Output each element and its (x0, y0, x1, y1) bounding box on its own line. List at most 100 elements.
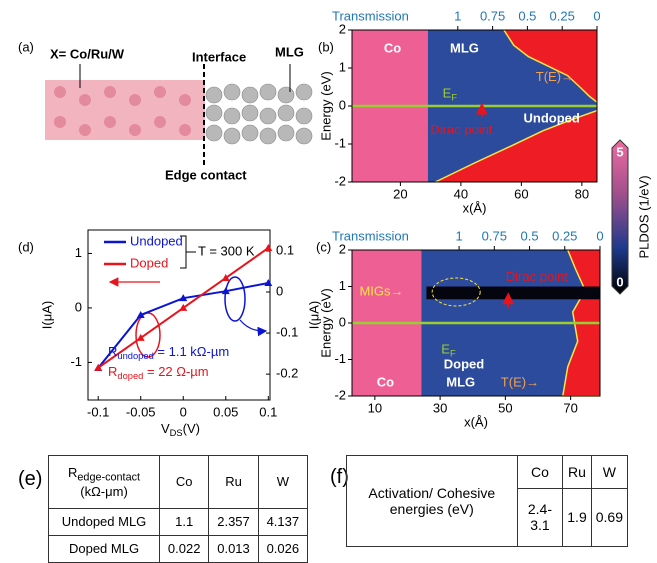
x-tick-label: -0.1 (87, 404, 109, 419)
y-tick-label: -1 (334, 351, 346, 366)
x-axis-label: x(Å) (464, 414, 488, 429)
annotation-part: doped (117, 371, 143, 381)
table-cell: 1.1 (160, 508, 209, 535)
arrow (240, 320, 266, 331)
atomic-structure (45, 64, 312, 165)
x-axis-label-part: (V) (183, 421, 200, 436)
y-tick-label: 0 (339, 97, 346, 112)
x2-tick-label: 0 (593, 8, 600, 23)
cell-part: (kΩ-μm) (80, 484, 128, 499)
annotation: Co (384, 40, 401, 55)
y-tick-label: -2 (334, 387, 346, 402)
y2-axis-label: I(μA) (306, 301, 321, 329)
annotation: Dirac point (506, 269, 569, 284)
y-axis-label: I(μA) (39, 301, 54, 329)
dirac-band (426, 287, 600, 300)
header-cell: W (258, 456, 307, 509)
top-axis-label: Transmission (332, 228, 409, 243)
header-cell: Co (160, 456, 209, 509)
x-tick-label: 10 (368, 400, 382, 415)
y-tick-label: 1 (339, 59, 346, 74)
y-tick-label: 0 (75, 299, 82, 314)
y2-tick-label: 0.1 (276, 242, 294, 257)
header-cell: W (591, 456, 627, 489)
row-header: Activation/ Cohesive energies (eV) (347, 456, 518, 547)
annotation: T = 300 K (198, 243, 255, 258)
annotation-part: R (108, 364, 117, 379)
y2-tick-label: -0.2 (276, 366, 298, 381)
x2-tick-label: 1 (455, 228, 462, 243)
annotation: Doped (444, 356, 485, 371)
y-tick-label: 0 (339, 314, 346, 329)
x-tick-label: 0.05 (213, 404, 238, 419)
top-axis-label: Transmission (332, 8, 409, 23)
table-row: Undoped MLG1.12.3574.137 (49, 508, 308, 535)
header-cell: Redge-contact(kΩ-μm) (49, 456, 160, 509)
axis-indicator (225, 277, 245, 321)
x-axis-label: x(Å) (463, 200, 487, 215)
x2-tick-label: 0.75 (482, 228, 507, 243)
contact-label: Edge contact (165, 167, 247, 182)
annotation: MIGs→ (359, 283, 403, 298)
table-cell: 4.137 (258, 508, 307, 535)
table-cell: Undoped MLG (49, 508, 160, 535)
table-cell: 0.69 (591, 488, 627, 546)
annotation: T(E)→ (501, 375, 539, 390)
x-tick-label: -0.05 (126, 404, 156, 419)
annotation: Undoped (524, 111, 580, 126)
x-tick-label: 0 (180, 404, 187, 419)
figure: X= Co/Ru/W Interface MLG Edge contact (a… (0, 0, 657, 563)
x-axis-label-part: DS (170, 428, 183, 438)
annotation: Dirac point (430, 122, 493, 137)
annotation: T(E)→ (536, 69, 574, 84)
colorbar-label: PLDOS (1/eV) (636, 175, 651, 258)
panel-label: (a) (18, 39, 34, 54)
annotation-part: E (441, 342, 450, 357)
y-tick-label: 2 (339, 21, 346, 36)
panel-label: (b) (318, 39, 334, 54)
cell-part: R (68, 465, 77, 480)
x2-tick-label: 0.25 (552, 228, 577, 243)
header-cell: Ru (209, 456, 258, 509)
x-tick-label: 80 (575, 186, 589, 201)
annotation-part: = 1.1 kΩ-µm (154, 344, 229, 359)
table-cell: 2.357 (209, 508, 258, 535)
y-tick-label: -2 (334, 173, 346, 188)
element-label: X= Co/Ru/W (50, 46, 125, 61)
table-cell: 0.022 (160, 535, 209, 562)
x-tick-label: 70 (563, 400, 577, 415)
x-tick-label: 30 (433, 400, 447, 415)
y-tick-label: -1 (334, 135, 346, 150)
panel-label: (c) (316, 239, 331, 254)
annotation: Co (377, 375, 394, 390)
annotation-part: E (443, 86, 452, 101)
x-axis-label-part: V (161, 421, 170, 436)
graphene-atoms (206, 84, 312, 144)
colorbar-tick-label: 0 (616, 274, 623, 289)
x2-tick-label: 0.5 (518, 8, 536, 23)
panel-label: (e) (18, 468, 42, 491)
annotation: MLG (446, 375, 475, 390)
annotation: MLG (450, 40, 479, 55)
x-axis-label: VDS(V) (161, 421, 200, 438)
marker (264, 244, 272, 251)
y-axis-label: Energy (eV) (318, 71, 333, 140)
header-cell: Co (517, 456, 563, 489)
annotation-part: undoped (117, 351, 153, 361)
header-cell: Ru (563, 456, 591, 489)
table-cell: 0.026 (258, 535, 307, 562)
y-tick-label: -1 (70, 354, 82, 369)
table-cell: 1.9 (563, 488, 591, 546)
x-tick-label: 60 (514, 186, 528, 201)
x2-tick-label: 0.25 (550, 8, 575, 23)
legend-label: Undoped (130, 233, 183, 248)
y2-tick-label: -0.1 (276, 325, 298, 340)
x-tick-label: 20 (393, 186, 407, 201)
x-tick-label: 50 (498, 400, 512, 415)
y-tick-label: 2 (339, 241, 346, 256)
